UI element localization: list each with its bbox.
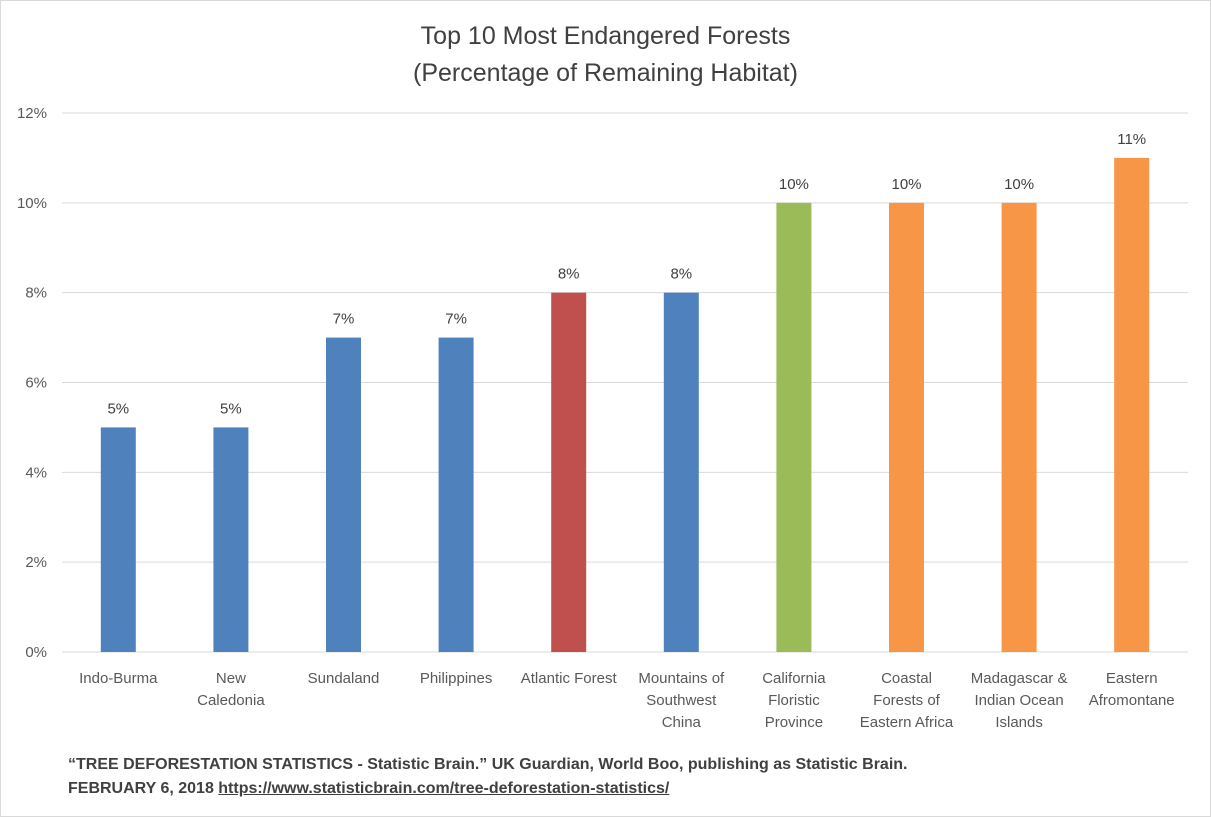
x-tick-label: Philippines xyxy=(420,670,493,687)
y-tick-label: 0% xyxy=(25,644,47,661)
bar xyxy=(889,202,924,653)
y-tick-label: 4% xyxy=(25,464,47,481)
x-tick-label: Sundaland xyxy=(308,670,380,687)
bar xyxy=(438,337,474,652)
y-tick-label: 2% xyxy=(25,554,47,571)
data-label: 10% xyxy=(779,176,809,193)
y-tick-label: 8% xyxy=(25,285,47,302)
x-tick-label: Indo-Burma xyxy=(79,670,158,687)
chart-title: Top 10 Most Endangered Forests xyxy=(420,22,791,50)
source-link[interactable]: https://www.statisticbrain.com/tree-defo… xyxy=(218,780,670,797)
data-label: 5% xyxy=(220,400,242,417)
y-tick-label: 6% xyxy=(25,375,47,392)
source-date-line: FEBRUARY 6, 2018 https://www.statisticbr… xyxy=(68,780,669,798)
data-label: 7% xyxy=(445,311,467,328)
data-label: 11% xyxy=(1117,131,1146,148)
source-citation: “TREE DEFORESTATION STATISTICS - Statist… xyxy=(68,756,908,773)
x-tick-label: Atlantic Forest xyxy=(521,670,618,687)
x-tick-label: Madagascar & Indian Ocean Islands xyxy=(971,670,1068,731)
data-label: 10% xyxy=(891,176,921,193)
x-tick-label: New Caledonia xyxy=(197,670,265,709)
x-tick-label: Coastal Forests of Eastern Africa xyxy=(860,670,954,731)
x-tick-label: Mountains of Southwest China xyxy=(638,670,725,731)
data-label: 10% xyxy=(1004,176,1034,193)
y-tick-label: 12% xyxy=(17,105,47,122)
bar xyxy=(663,292,699,652)
bar xyxy=(551,292,587,652)
bar xyxy=(1001,202,1037,653)
bar xyxy=(326,337,361,652)
data-label: 5% xyxy=(107,400,129,417)
y-tick-label: 10% xyxy=(17,195,47,212)
data-label: 8% xyxy=(558,266,580,283)
chart-subtitle: (Percentage of Remaining Habitat) xyxy=(413,59,798,87)
bar xyxy=(776,202,812,653)
x-tick-label: California Floristic Province xyxy=(762,670,826,731)
source-date: FEBRUARY 6, 2018 xyxy=(68,780,219,797)
bar xyxy=(213,427,249,652)
bar xyxy=(1114,157,1150,652)
data-label: 7% xyxy=(333,311,355,328)
bar xyxy=(100,427,136,652)
x-tick-label: Eastern Afromontane xyxy=(1089,670,1175,709)
data-label: 8% xyxy=(670,266,692,283)
